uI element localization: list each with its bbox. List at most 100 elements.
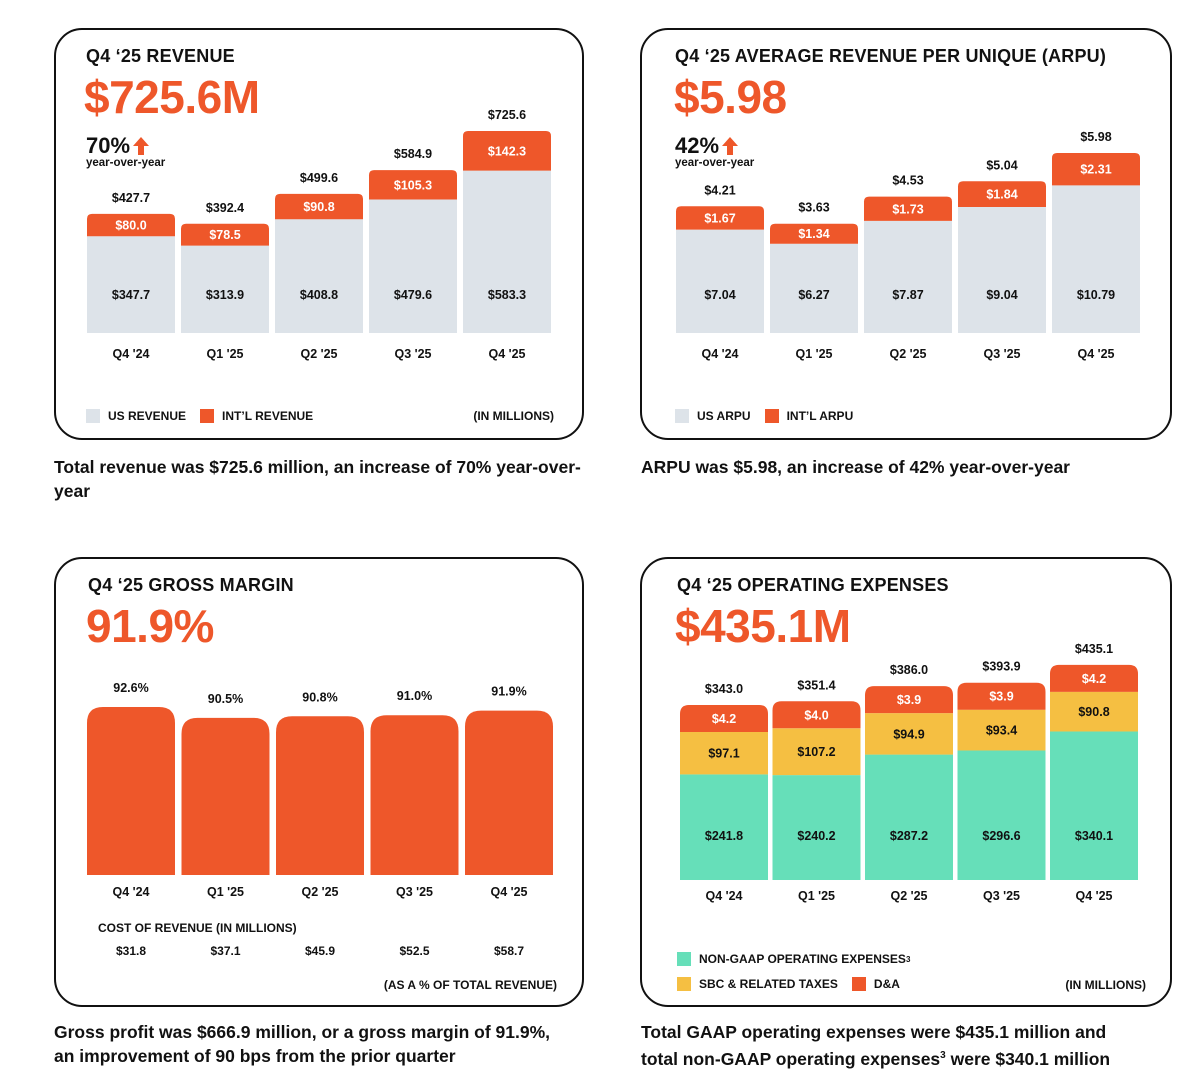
x-tick-label: Q2 '25 (301, 885, 338, 899)
revenue-legend: US REVENUE INT’L REVENUE (86, 409, 327, 423)
cost-of-revenue-value: $31.8 (115, 944, 147, 958)
legend-item-us-revenue: US REVENUE (86, 409, 186, 423)
legend-item-nongaap-opex: NON-GAAP OPERATING EXPENSES 3 (677, 952, 910, 966)
bar-label-us-arpu: $6.27 (798, 288, 829, 302)
bar-nongaap-opex (680, 774, 768, 880)
bar-total-label: $393.9 (982, 660, 1020, 674)
legend-item-intl-arpu: INT’L ARPU (764, 409, 853, 423)
bar-sbc (680, 732, 768, 775)
bar-total-label: $392.4 (206, 201, 244, 215)
arpu-yoy-label: year-over-year (675, 157, 755, 169)
bar-us-revenue (87, 236, 175, 333)
opex-unit-note: (IN MILLIONS) (1065, 978, 1146, 992)
bar-gross-margin (181, 717, 270, 875)
bar-intl-revenue (275, 193, 363, 220)
revenue-yoy-pct: 70% (86, 133, 131, 158)
arpu-legend: US ARPU INT’L ARPU (675, 409, 867, 423)
gross-margin-big-value: 91.9% (86, 600, 214, 652)
bar-label-intl-arpu: $1.34 (798, 227, 829, 241)
arrow-up-icon (722, 137, 739, 155)
arpu-big-value: $5.98 (674, 71, 787, 123)
bar-label-us-revenue: $347.7 (112, 288, 150, 302)
bar-sbc (957, 709, 1046, 751)
x-tick-label: Q4 '24 (112, 885, 149, 899)
bar-label-intl-arpu: $1.84 (986, 188, 1017, 202)
arpu-card: Q4 ‘25 AVERAGE REVENUE PER UNIQUE (ARPU)… (640, 28, 1172, 440)
bar-label-da: $3.9 (989, 690, 1013, 704)
bar-label-intl-revenue: $142.3 (488, 144, 526, 158)
bar-label-nongaap-opex: $241.8 (705, 829, 743, 843)
revenue-unit-note: (IN MILLIONS) (473, 409, 554, 423)
x-tick-label: Q2 '25 (890, 889, 927, 903)
bar-value-label: 92.6% (113, 681, 148, 695)
bar-value-label: 91.0% (397, 689, 432, 703)
bar-total-label: $4.21 (704, 183, 735, 197)
bar-intl-arpu (864, 196, 952, 221)
bar-us-revenue (369, 199, 457, 333)
bar-label-us-arpu: $10.79 (1077, 288, 1115, 302)
opex-big-value: $435.1M (675, 600, 851, 652)
bar-us-arpu (1052, 185, 1140, 333)
bar-nongaap-opex (1050, 731, 1138, 880)
bar-da (1050, 664, 1138, 692)
bar-us-revenue (275, 219, 363, 333)
bar-us-revenue (463, 170, 551, 333)
x-tick-label: Q3 '25 (983, 347, 1020, 361)
bar-label-us-arpu: $9.04 (986, 288, 1017, 302)
bar-intl-revenue (87, 213, 175, 237)
bar-total-label: $5.04 (986, 158, 1017, 172)
bar-sbc (1050, 691, 1138, 732)
x-tick-label: Q4 '25 (1077, 347, 1114, 361)
x-tick-label: Q4 '24 (701, 347, 738, 361)
revenue-card: Q4 ‘25 REVENUE $725.6M 70% year-over-yea… (54, 28, 584, 440)
bar-intl-arpu (676, 206, 764, 230)
bar-value-label: 90.8% (302, 690, 337, 704)
bar-label-da: $3.9 (897, 693, 921, 707)
bar-label-da: $4.0 (804, 708, 828, 722)
bar-us-arpu (958, 207, 1046, 333)
x-tick-label: Q4 '24 (705, 889, 742, 903)
revenue-caption: Total revenue was $725.6 million, an inc… (54, 457, 581, 501)
legend-item-intl-revenue: INT’L REVENUE (200, 409, 313, 423)
bar-total-label: $3.63 (798, 201, 829, 215)
x-tick-label: Q4 '25 (490, 885, 527, 899)
bar-total-label: $5.98 (1080, 130, 1111, 144)
bar-total-label: $386.0 (890, 663, 928, 677)
cost-of-revenue-value: $52.5 (399, 944, 430, 958)
bar-label-sbc: $90.8 (1078, 705, 1109, 719)
bar-nongaap-opex (865, 754, 953, 880)
x-tick-label: Q1 '25 (206, 347, 243, 361)
cost-of-revenue-value: $45.9 (304, 944, 336, 958)
arrow-up-icon (133, 137, 150, 155)
x-tick-label: Q2 '25 (300, 347, 337, 361)
bar-label-sbc: $97.1 (708, 747, 739, 761)
x-tick-label: Q3 '25 (396, 885, 433, 899)
bar-nongaap-opex (957, 750, 1046, 880)
revenue-card-title: Q4 ‘25 REVENUE (86, 46, 235, 66)
bar-label-intl-arpu: $1.73 (892, 202, 923, 216)
x-tick-label: Q2 '25 (889, 347, 926, 361)
gross-margin-card-title: Q4 ‘25 GROSS MARGIN (88, 575, 294, 595)
bar-da (865, 686, 953, 714)
bar-total-label: $343.0 (705, 682, 743, 696)
gross-margin-caption: Gross profit was $666.9 million, or a gr… (54, 1022, 550, 1066)
bar-label-us-revenue: $583.3 (488, 288, 526, 302)
x-tick-label: Q3 '25 (394, 347, 431, 361)
opex-card-title: Q4 ‘25 OPERATING EXPENSES (677, 575, 949, 595)
bar-label-sbc: $93.4 (986, 724, 1017, 738)
bar-total-label: $725.6 (488, 108, 526, 122)
bar-us-arpu (770, 243, 858, 333)
arpu-chart: $1.67 $7.04 $4.21 Q4 '24 $1.34 $6.27 $3.63 Q1 '… (676, 130, 1140, 361)
revenue-yoy: 70% year-over-year (86, 133, 165, 169)
x-tick-label: Q1 '25 (795, 347, 832, 361)
legend-item-us-arpu: US ARPU (675, 409, 751, 423)
bar-nongaap-opex (772, 775, 861, 880)
bar-sbc (865, 713, 953, 755)
bar-label-us-arpu: $7.87 (892, 288, 923, 302)
bar-da (772, 701, 861, 729)
gross-margin-chart: 92.6% Q4 '24 90.5% Q1 '25 90.8% Q2 '25 91.0% Q3… (87, 681, 553, 899)
bar-label-us-arpu: $7.04 (704, 288, 735, 302)
bar-value-label: 91.9% (491, 685, 526, 699)
opex-legend-row2: SBC & RELATED TAXES D&A (677, 977, 914, 991)
bar-label-sbc: $107.2 (797, 745, 835, 759)
